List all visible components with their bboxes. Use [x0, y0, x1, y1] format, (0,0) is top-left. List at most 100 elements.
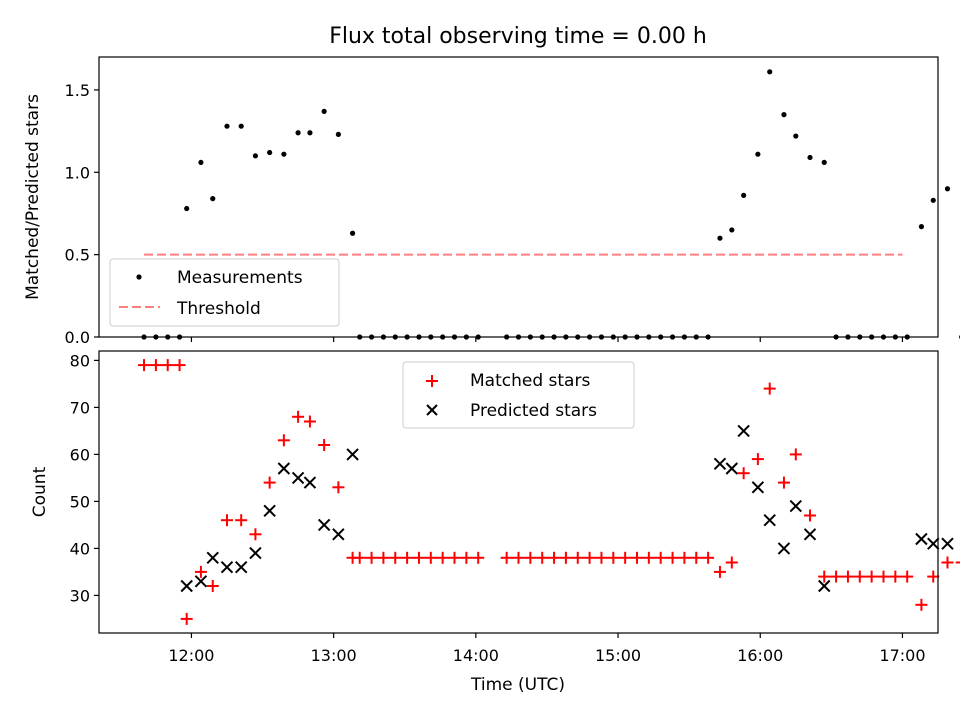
matched-star-point — [619, 551, 632, 564]
predicted-star-point — [725, 462, 739, 475]
count-y-tick-label: 80 — [70, 351, 90, 370]
predicted-star-point — [317, 518, 331, 532]
count-x-tick-label: 13:00 — [311, 646, 357, 665]
count-y-axis-label: Count — [30, 466, 50, 517]
matched-star-point — [927, 570, 940, 583]
count-marks — [138, 359, 960, 625]
matched-star-point — [500, 551, 513, 564]
matched-star-point — [583, 551, 596, 564]
count-x-tick-label: 14:00 — [453, 646, 499, 665]
matched-star-point — [194, 565, 207, 578]
matched-star-point — [690, 551, 703, 564]
predicted-star-point — [751, 481, 765, 494]
predicted-star-point — [277, 462, 291, 475]
matched-star-point — [412, 551, 425, 564]
matched-star-point — [365, 551, 378, 564]
ratio-y-tick-label: 1.5 — [65, 81, 90, 100]
legend-threshold-label: Threshold — [176, 299, 261, 319]
matched-star-point — [642, 551, 655, 564]
predicted-star-point — [927, 537, 940, 550]
matched-star-point — [263, 476, 276, 489]
predicted-star-point — [818, 579, 831, 593]
count-panel: 30 40 50 60 70 80 12:00 13:00 14:00 15:00 16:00 17:… — [30, 350, 960, 695]
matched-star-point — [548, 551, 561, 564]
measurement-point — [807, 154, 813, 161]
predicted-star-point — [737, 424, 750, 438]
matched-star-point — [277, 434, 290, 447]
predicted-star-point — [803, 528, 817, 541]
legend-measurements-marker — [136, 274, 142, 280]
measurement-point — [781, 112, 787, 118]
matched-star-point — [804, 509, 817, 522]
measurement-point — [930, 197, 936, 203]
legend-predicted-marker — [426, 404, 438, 416]
matched-star-point — [702, 551, 715, 564]
matched-star-point — [180, 612, 193, 625]
matched-star-point — [877, 570, 890, 583]
matched-star-point — [424, 551, 437, 564]
measurement-point — [198, 159, 204, 166]
count-x-axis-label: Time (UTC) — [470, 675, 565, 695]
matched-star-point — [901, 570, 914, 583]
matched-star-point — [678, 551, 691, 564]
matched-star-point — [292, 410, 305, 423]
ratio-y-axis-label: Matched/Predicted stars — [23, 94, 43, 300]
measurement-point — [944, 186, 951, 192]
count-x-tick-label: 15:00 — [595, 646, 641, 665]
predicted-star-point — [346, 448, 359, 461]
predicted-star-point — [915, 532, 928, 546]
count-y-tick-label: 70 — [70, 398, 90, 417]
count-x-tick-label: 17:00 — [879, 646, 925, 665]
matched-star-point — [249, 528, 262, 541]
predicted-star-point — [263, 504, 276, 518]
predicted-star-point — [777, 542, 791, 555]
matched-star-point — [841, 570, 854, 583]
matched-star-point — [654, 551, 667, 564]
matched-star-point — [377, 551, 390, 564]
matched-star-point — [915, 598, 928, 611]
matched-star-point — [941, 556, 954, 569]
count-y-tick-label: 60 — [70, 445, 90, 464]
measurement-point — [918, 224, 925, 230]
measurement-point — [295, 130, 301, 136]
predicted-star-point — [303, 476, 317, 489]
matched-star-point — [332, 481, 345, 494]
measurement-point — [755, 151, 761, 157]
matched-star-point — [595, 551, 608, 564]
measurement-point — [767, 69, 773, 75]
predicted-star-point — [234, 560, 248, 574]
matched-star-point — [149, 359, 162, 372]
matched-star-point — [206, 580, 219, 592]
matched-star-point — [235, 514, 248, 527]
matched-star-point — [737, 467, 750, 480]
ratio-legend: Measurements Threshold — [109, 258, 340, 327]
count-legend: Matched stars Predicted stars — [402, 361, 635, 429]
measurement-point — [821, 159, 827, 166]
matched-star-point — [666, 551, 679, 564]
matched-star-point — [830, 570, 843, 583]
matched-star-point — [401, 551, 414, 564]
predicted-star-point — [194, 575, 208, 588]
matched-star-point — [161, 359, 174, 372]
matched-star-point — [318, 439, 331, 451]
matched-star-point — [751, 453, 764, 466]
matched-star-point — [220, 514, 233, 527]
matched-star-point — [536, 551, 549, 564]
matched-star-point — [818, 570, 831, 583]
count-y-tick-label: 30 — [70, 586, 90, 605]
matched-star-point — [460, 551, 473, 564]
matched-star-point — [512, 551, 525, 564]
measurement-point — [184, 205, 190, 212]
predicted-star-point — [332, 528, 345, 541]
measurement-point — [224, 123, 230, 129]
measurement-point — [252, 153, 259, 159]
count-x-tick-label: 12:00 — [168, 646, 214, 665]
measurement-point — [238, 123, 244, 129]
count-x-tick-label: 16:00 — [737, 646, 783, 665]
legend-predicted-label: Predicted stars — [470, 401, 597, 421]
predicted-star-point — [249, 546, 262, 560]
predicted-star-point — [180, 579, 193, 593]
matched-star-point — [777, 476, 790, 489]
ratio-axes: 0.0 0.5 1.0 1.5 — [65, 81, 904, 347]
